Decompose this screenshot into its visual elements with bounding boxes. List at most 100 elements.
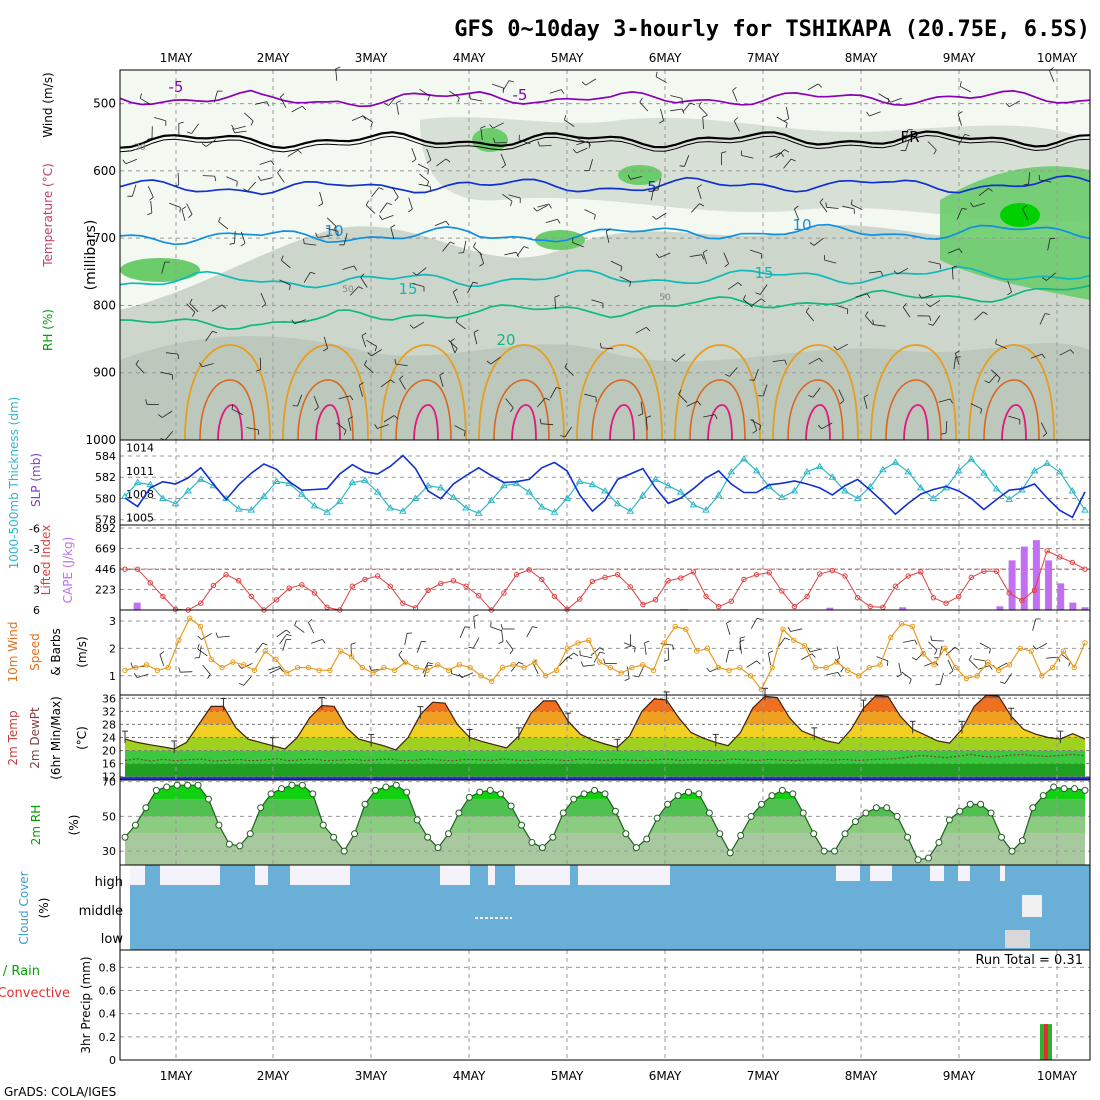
lifted-index-point	[589, 578, 596, 585]
thickness-point	[361, 476, 369, 483]
surface-wind-barb	[739, 639, 745, 643]
isotherm-line	[576, 344, 663, 441]
wind-barb	[313, 395, 319, 408]
isotherm-label: 15	[398, 280, 417, 298]
wind-barb	[539, 145, 552, 147]
wind-barb	[132, 184, 137, 197]
wind-barb	[390, 227, 395, 240]
day-label-top: 9MAY	[943, 51, 976, 65]
wind-barb	[302, 105, 307, 111]
wind-barb	[697, 184, 702, 188]
wind-speed-point	[618, 670, 624, 676]
surface-wind-barb	[644, 640, 650, 644]
wind-barb	[442, 241, 451, 252]
wind-barb	[367, 352, 372, 357]
lifted-index-point	[715, 603, 722, 610]
wind-barb	[255, 101, 267, 105]
temperature-band	[125, 711, 1085, 725]
pressure-tick-label: 600	[93, 164, 116, 178]
wind-barb	[769, 152, 781, 158]
wind-barb	[455, 316, 459, 322]
wind-barb	[343, 430, 347, 436]
wind-speed-point	[996, 667, 1002, 674]
temperature-tick-label: 20	[102, 745, 116, 758]
wind-barb	[689, 254, 702, 257]
wind-barb	[315, 232, 318, 238]
thickness-point	[803, 467, 811, 475]
wind-barb	[1046, 272, 1056, 281]
temperature-tick-label: 36	[102, 692, 116, 705]
thickness-point	[651, 475, 660, 482]
thickness-point	[904, 467, 913, 475]
thickness-point	[411, 494, 420, 501]
isotherm-line	[380, 344, 467, 441]
rh-point	[382, 783, 390, 791]
wind-barb	[772, 359, 785, 362]
wind-speed-point	[532, 659, 538, 665]
lifted-index-point	[362, 576, 368, 583]
day-label-bottom: 1MAY	[160, 1069, 193, 1083]
wind-barb	[864, 311, 869, 316]
rh-point	[121, 833, 129, 841]
wind-speed-point	[542, 673, 549, 679]
thickness-tick-label: 582	[95, 471, 116, 484]
surface-wind-barb	[750, 618, 758, 629]
surface-wind-barb	[255, 642, 264, 653]
rh-point	[1060, 785, 1068, 793]
lifted-index-point	[652, 597, 659, 603]
wind-speed-point	[510, 662, 517, 668]
rh-point	[444, 830, 452, 838]
thickness-point	[916, 483, 925, 491]
surface-wind-barb	[625, 645, 631, 648]
wind-barb	[928, 261, 941, 265]
rh-point	[455, 809, 463, 817]
lifted-index-point	[703, 593, 709, 600]
wind-barb	[1047, 238, 1051, 251]
wind-axis-subtitle: Speed	[28, 633, 42, 671]
wind-barb	[226, 176, 238, 182]
rh-point	[434, 844, 442, 852]
rh-point	[236, 842, 244, 850]
wind-barb	[201, 363, 214, 368]
wind-barb	[467, 282, 474, 294]
cape-bar	[1057, 583, 1065, 610]
rh-point	[528, 838, 536, 846]
surface-wind-barb	[310, 639, 323, 644]
wind-barb	[928, 323, 934, 326]
wind-barb	[775, 149, 785, 159]
lifted-index-point	[880, 604, 886, 610]
wind-barb	[186, 203, 193, 215]
rh-point	[904, 833, 912, 841]
temperature-tick-label: 28	[102, 718, 116, 731]
rh-band	[125, 833, 1085, 865]
wind-barb	[678, 393, 688, 403]
wind-barb	[493, 137, 496, 144]
wind-speed-point	[866, 664, 872, 671]
wind-barb	[412, 283, 425, 287]
wind-barb	[1008, 415, 1020, 420]
wind-speed-point	[435, 662, 441, 668]
thickness-point	[310, 501, 319, 509]
slp-tick-label: 1005	[126, 511, 154, 524]
surface-wind-barb	[979, 642, 991, 650]
cloud-layer-middle-label: middle	[79, 904, 123, 919]
surface-wind-barb	[903, 639, 915, 643]
thickness-point	[1068, 487, 1077, 494]
day-label-top: 5MAY	[551, 51, 584, 65]
wind-barb	[1009, 100, 1020, 108]
wind-speed-point	[284, 670, 290, 676]
wind-barb	[314, 406, 319, 411]
wind-barb	[729, 367, 738, 377]
rh-point	[549, 833, 557, 841]
wind-speed-point	[467, 664, 473, 671]
thickness-point	[790, 487, 799, 494]
wind-speed-point	[596, 659, 603, 665]
isotherm-line	[199, 379, 256, 441]
surface-wind-barb	[633, 675, 639, 678]
wind-barb	[378, 187, 384, 190]
wind-barb	[1044, 313, 1050, 315]
day-label-top: 7MAY	[747, 51, 780, 65]
wind-barb	[360, 273, 365, 278]
wind-barb	[326, 217, 337, 227]
temperature-band	[125, 695, 1085, 699]
